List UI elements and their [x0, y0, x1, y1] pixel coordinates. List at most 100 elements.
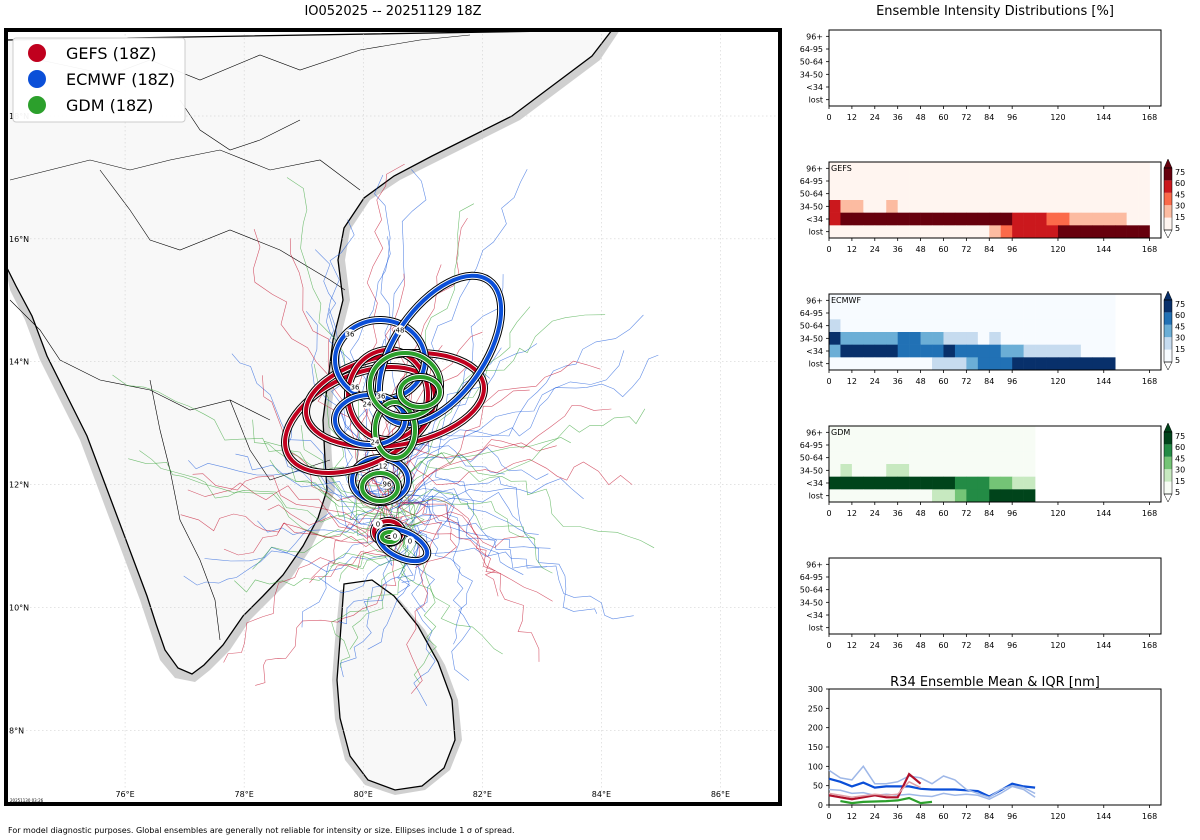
- heat-cell: [863, 344, 876, 358]
- colorbar-tick: 60: [1175, 443, 1185, 452]
- x-tick-label: 120: [1050, 509, 1065, 518]
- legend-marker-ecmwf: [28, 70, 46, 88]
- heat-cell: [1057, 294, 1070, 307]
- x-tick-label: 12: [847, 113, 857, 122]
- track-line: [223, 507, 381, 663]
- heat-cell: [874, 174, 887, 188]
- x-tick-label: 168: [1142, 641, 1157, 650]
- heat-cell: [1000, 438, 1013, 452]
- x-tick-label: 36: [893, 641, 903, 650]
- heat-cell: [840, 294, 853, 307]
- heat-cell: [863, 426, 876, 439]
- x-tick-label: 48: [915, 377, 925, 386]
- heat-cell: [1103, 225, 1116, 239]
- heat-cell: [1057, 200, 1070, 213]
- heat-cell: [932, 332, 944, 345]
- heat-cell: [909, 332, 921, 345]
- ellipse-label: 12: [379, 463, 388, 471]
- row-label: 50-64: [800, 58, 823, 67]
- heat-cell: [874, 464, 887, 477]
- heat-cell: [977, 451, 990, 465]
- heat-cell: [1092, 332, 1105, 345]
- x-tick-label: 168: [1142, 113, 1157, 122]
- track-line: [386, 523, 540, 662]
- heat-cell: [966, 200, 979, 213]
- heat-cell: [1115, 187, 1127, 201]
- track-line: [398, 446, 549, 509]
- colorbar-segment: [1164, 192, 1172, 206]
- heat-cell: [932, 476, 944, 490]
- heat-cell: [1012, 357, 1024, 371]
- heat-cell: [863, 476, 876, 490]
- track-line: [408, 467, 524, 575]
- heat-cell: [1012, 200, 1024, 213]
- heat-cell: [1115, 174, 1127, 188]
- uncertainty-ellipses: 0 0 0 12 96 24 24 36 36 36 48: [281, 271, 506, 566]
- heat-cell: [1092, 187, 1105, 201]
- ellipse: [358, 469, 402, 505]
- heat-cell: [1046, 357, 1059, 371]
- y-tick-label: 300: [808, 685, 823, 694]
- heat-cell: [966, 187, 979, 201]
- heat-cell: [1092, 319, 1105, 333]
- row-label: <34: [806, 479, 823, 488]
- track-line: [139, 450, 383, 537]
- ellipse-label: 96: [383, 481, 392, 489]
- x-tick-label: 48: [915, 509, 925, 518]
- heat-cell: [886, 294, 898, 307]
- heat-cell: [1057, 212, 1070, 226]
- heat-cell: [1023, 174, 1036, 188]
- heat-cell: [874, 426, 887, 439]
- heat-cell: [1000, 200, 1013, 213]
- heat-cell: [989, 332, 1002, 345]
- heat-cell: [943, 438, 956, 452]
- heat-cell: [1057, 357, 1070, 371]
- heat-cell: [886, 426, 898, 439]
- heat-cell: [1057, 332, 1070, 345]
- heat-cell: [966, 306, 979, 320]
- heat-cell: [840, 344, 853, 358]
- heat-cell: [1012, 489, 1024, 503]
- heat-cell: [1138, 200, 1150, 213]
- heat-cell: [1046, 174, 1059, 188]
- heat-cell: [874, 451, 887, 465]
- heat-cell: [977, 476, 990, 490]
- colorbar-tick: 75: [1175, 300, 1185, 309]
- heat-cell: [1103, 344, 1116, 358]
- heat-cell: [1012, 344, 1024, 358]
- heat-cell: [932, 212, 944, 226]
- colorbar-tick: 5: [1175, 224, 1180, 233]
- map-title: IO052025 -- 20251129 18Z: [304, 4, 481, 19]
- heat-cell: [897, 489, 910, 503]
- heat-cell: [851, 357, 864, 371]
- heat-cell: [874, 319, 887, 333]
- heat-cell: [1012, 306, 1024, 320]
- ellipse-label: 0: [393, 533, 397, 541]
- lon-label: 78°E: [235, 790, 254, 799]
- heat-cell: [920, 438, 933, 452]
- heat-cell: [840, 319, 853, 333]
- heat-cell: [829, 489, 841, 503]
- heat-cell: [932, 174, 944, 188]
- heat-cell: [851, 451, 864, 465]
- heat-cell: [966, 476, 979, 490]
- track-line: [381, 505, 503, 655]
- row-label: 34-50: [800, 598, 823, 607]
- heat-cell: [886, 357, 898, 371]
- heat-cell: [1000, 332, 1013, 345]
- r34-series-line: [828, 765, 1036, 799]
- heat-cell: [1023, 162, 1036, 175]
- heat-cell: [1012, 319, 1024, 333]
- heat-cell: [897, 200, 910, 213]
- heat-cell: [1103, 319, 1116, 333]
- heat-cell: [1138, 162, 1150, 175]
- row-label: lost: [809, 492, 823, 501]
- row-label: lost: [809, 360, 823, 369]
- x-tick-label: 120: [1050, 812, 1065, 821]
- heat-cell: [909, 174, 921, 188]
- heat-cell: [1023, 200, 1036, 213]
- heat-cell: [920, 464, 933, 477]
- heat-cell: [977, 212, 990, 226]
- panel-frame: [828, 29, 1162, 107]
